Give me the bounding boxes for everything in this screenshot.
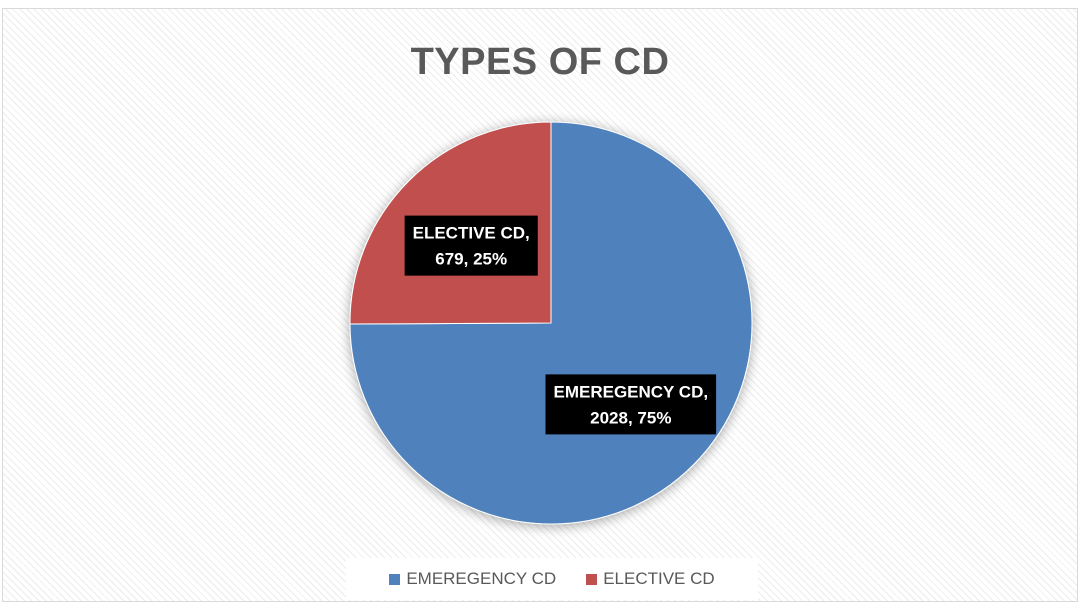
legend-item-elective: ELECTIVE CD [586, 569, 715, 589]
data-label-elective: ELECTIVE CD, 679, 25% [404, 215, 538, 276]
legend: EMEREGENCY CD ELECTIVE CD [346, 558, 758, 600]
legend-label-emergency: EMEREGENCY CD [406, 569, 557, 588]
chart-title: TYPES OF CD [410, 41, 670, 83]
chart-area: TYPES OF CD EMEREGENCY CD, 2028, 75% ELECT… [2, 8, 1078, 602]
legend-swatch-elective [586, 573, 598, 585]
data-label-line1-elective: ELECTIVE CD, [413, 224, 530, 243]
data-label-box-elective [404, 215, 538, 276]
data-label-line1-emergency: EMEREGENCY CD, [553, 382, 708, 401]
data-label-line2-elective: 679, 25% [435, 250, 507, 269]
data-label-emergency: EMEREGENCY CD, 2028, 75% [545, 374, 717, 435]
legend-label-elective: ELECTIVE CD [603, 569, 715, 588]
data-label-line2-emergency: 2028, 75% [590, 408, 671, 427]
data-label-box-emergency [545, 374, 717, 435]
legend-item-emergency: EMEREGENCY CD [389, 569, 556, 589]
pie-chart: EMEREGENCY CD, 2028, 75% ELECTIVE CD, 679, … [349, 121, 753, 525]
legend-swatch-emergency [389, 573, 401, 585]
